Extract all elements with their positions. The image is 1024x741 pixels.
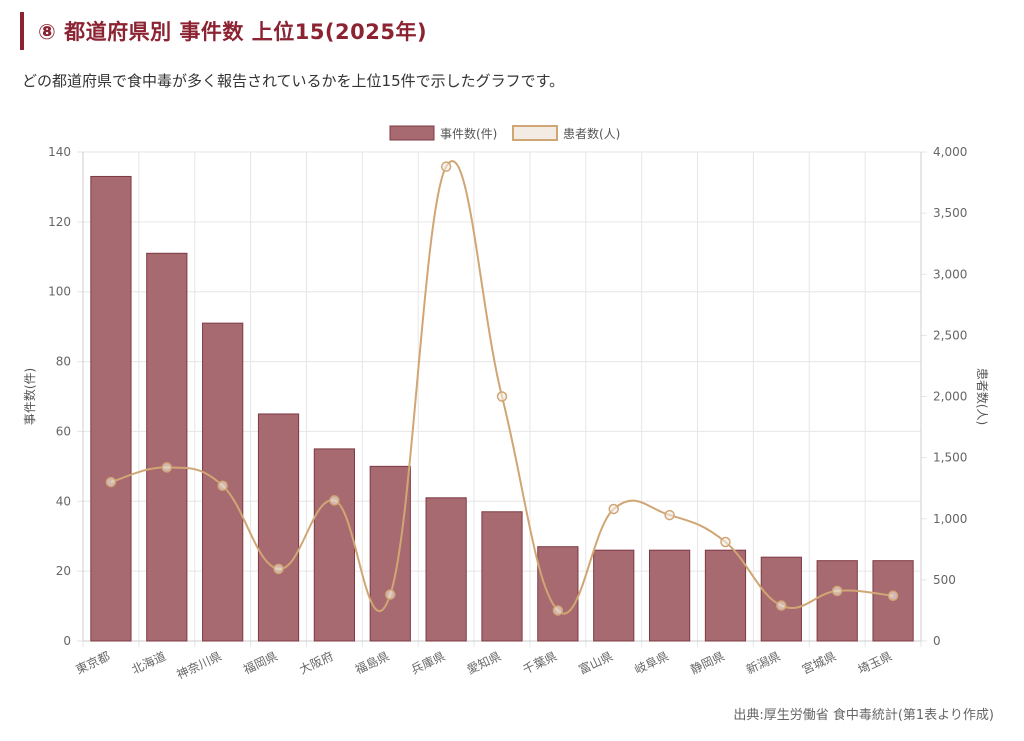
bar — [537, 546, 579, 642]
combo-chart: 0 20 40 60 80 100 120 140 0 500 1,000 1,500 2,000 2,5… — [22, 125, 990, 682]
data-point — [105, 476, 117, 488]
x-tick-label: 岐阜県 — [632, 649, 671, 677]
x-tick-label: 東京都 — [74, 649, 113, 677]
data-point — [608, 503, 619, 515]
y-tick-label: 20 — [56, 564, 71, 578]
bar — [593, 549, 635, 642]
chart-description: どの都道府県で食中毒が多く報告されているかを上位15件で示したグラフです。 — [22, 72, 565, 90]
data-point — [273, 563, 284, 575]
data-point — [161, 462, 173, 473]
bar — [481, 511, 523, 642]
y-tick-label: 0 — [63, 634, 71, 648]
x-tick-label: 新潟県 — [744, 648, 783, 677]
y-tick-label: 80 — [56, 355, 71, 369]
chart-area: 0 20 40 60 80 100 120 140 0 500 1,000 1,500 2,000 2,5… — [0, 112, 1024, 712]
y2-tick-label: 500 — [933, 573, 956, 587]
y2-tick-label: 4,000 — [933, 145, 967, 159]
data-point — [776, 600, 787, 611]
y2-tick-label: 3,500 — [933, 206, 967, 220]
data-point — [831, 585, 843, 597]
y2-tick-label: 2,500 — [933, 328, 967, 342]
bar — [425, 497, 467, 642]
x-tick-label: 福島県 — [353, 648, 392, 677]
x-tick-label: 宮城県 — [799, 648, 838, 677]
x-tick-label: 千葉県 — [521, 649, 560, 677]
x-tick-label: 埼玉県 — [856, 649, 895, 677]
data-point — [887, 590, 899, 602]
y2-axis-title: 患者数(人) — [975, 368, 990, 425]
data-point — [440, 161, 452, 172]
page-title: ⑧ 都道府県別 事件数 上位15(2025年) — [38, 20, 428, 44]
data-point — [329, 495, 340, 506]
y2-tick-label: 0 — [933, 634, 941, 648]
y2-tick-label: 3,000 — [933, 267, 967, 281]
bar — [648, 549, 691, 642]
bar — [146, 252, 188, 642]
x-tick-label: 兵庫県 — [409, 649, 448, 677]
y-tick-label: 120 — [48, 215, 71, 229]
y-tick-label: 40 — [56, 494, 71, 508]
y2-tick-label: 1,000 — [933, 512, 967, 526]
data-point — [720, 536, 731, 548]
bar — [704, 549, 747, 642]
section-header: ⑧ 都道府県別 事件数 上位15(2025年) — [20, 12, 427, 50]
bar — [816, 560, 858, 642]
x-tick-label: 愛知県 — [465, 649, 504, 677]
data-point — [385, 589, 396, 600]
bar — [90, 175, 132, 642]
x-tick-label: 静岡県 — [688, 649, 727, 677]
y-tick-label: 60 — [56, 424, 71, 438]
legend-label-patients: 患者数(人) — [563, 126, 620, 141]
y-tick-label: 100 — [48, 285, 71, 299]
bar — [257, 413, 300, 642]
y-tick-label: 140 — [48, 145, 71, 159]
y-axis-title: 事件数(件) — [22, 368, 37, 425]
source-note: 出典:厚生労働省 食中毒統計(第1表より作成) — [733, 708, 994, 723]
y2-tick-label: 1,500 — [933, 451, 967, 465]
y2-tick-label: 2,000 — [933, 390, 967, 404]
x-tick-label: 福岡県 — [241, 648, 280, 677]
data-point — [496, 391, 508, 402]
data-point — [664, 509, 675, 521]
bar — [760, 556, 802, 642]
bar — [369, 465, 411, 642]
data-point — [552, 605, 564, 616]
bar — [313, 448, 356, 642]
legend-label-cases: 事件数(件) — [440, 126, 497, 141]
x-tick-label: 北海道 — [129, 648, 168, 677]
legend-swatch-cases — [389, 125, 435, 141]
legend-swatch-patients — [512, 125, 558, 141]
x-tick-label: 大阪府 — [297, 648, 336, 677]
data-point — [217, 480, 228, 491]
x-tick-label: 神奈川県 — [175, 649, 224, 682]
x-tick-label: 富山県 — [576, 648, 615, 677]
